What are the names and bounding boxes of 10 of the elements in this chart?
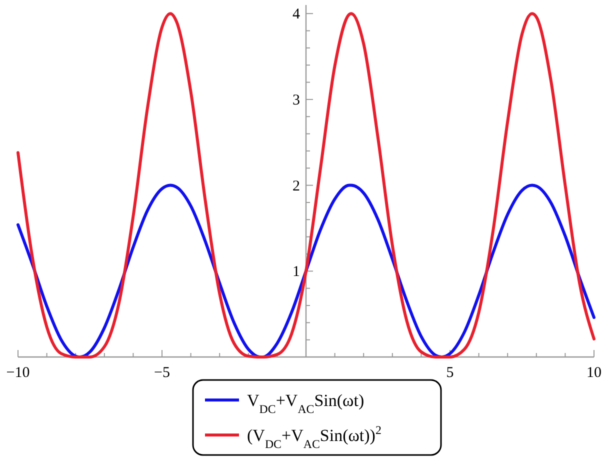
legend-label: (V$_{DC}$+V$_{AC}$Sin(ωt))$^{2}$ [247,423,382,451]
x-tick-label: −5 [154,365,170,381]
legend-label: V$_{DC}$+V$_{AC}$Sin(ωt) [247,391,364,416]
y-tick-label: 4 [292,6,300,23]
y-tick-label: 1 [292,264,300,280]
x-tick-label: 10 [586,365,602,381]
x-tick-label: −10 [6,365,30,381]
x-tick-label: 5 [446,365,454,381]
y-tick-label: 3 [292,92,300,108]
y-tick-label: 2 [292,178,300,194]
